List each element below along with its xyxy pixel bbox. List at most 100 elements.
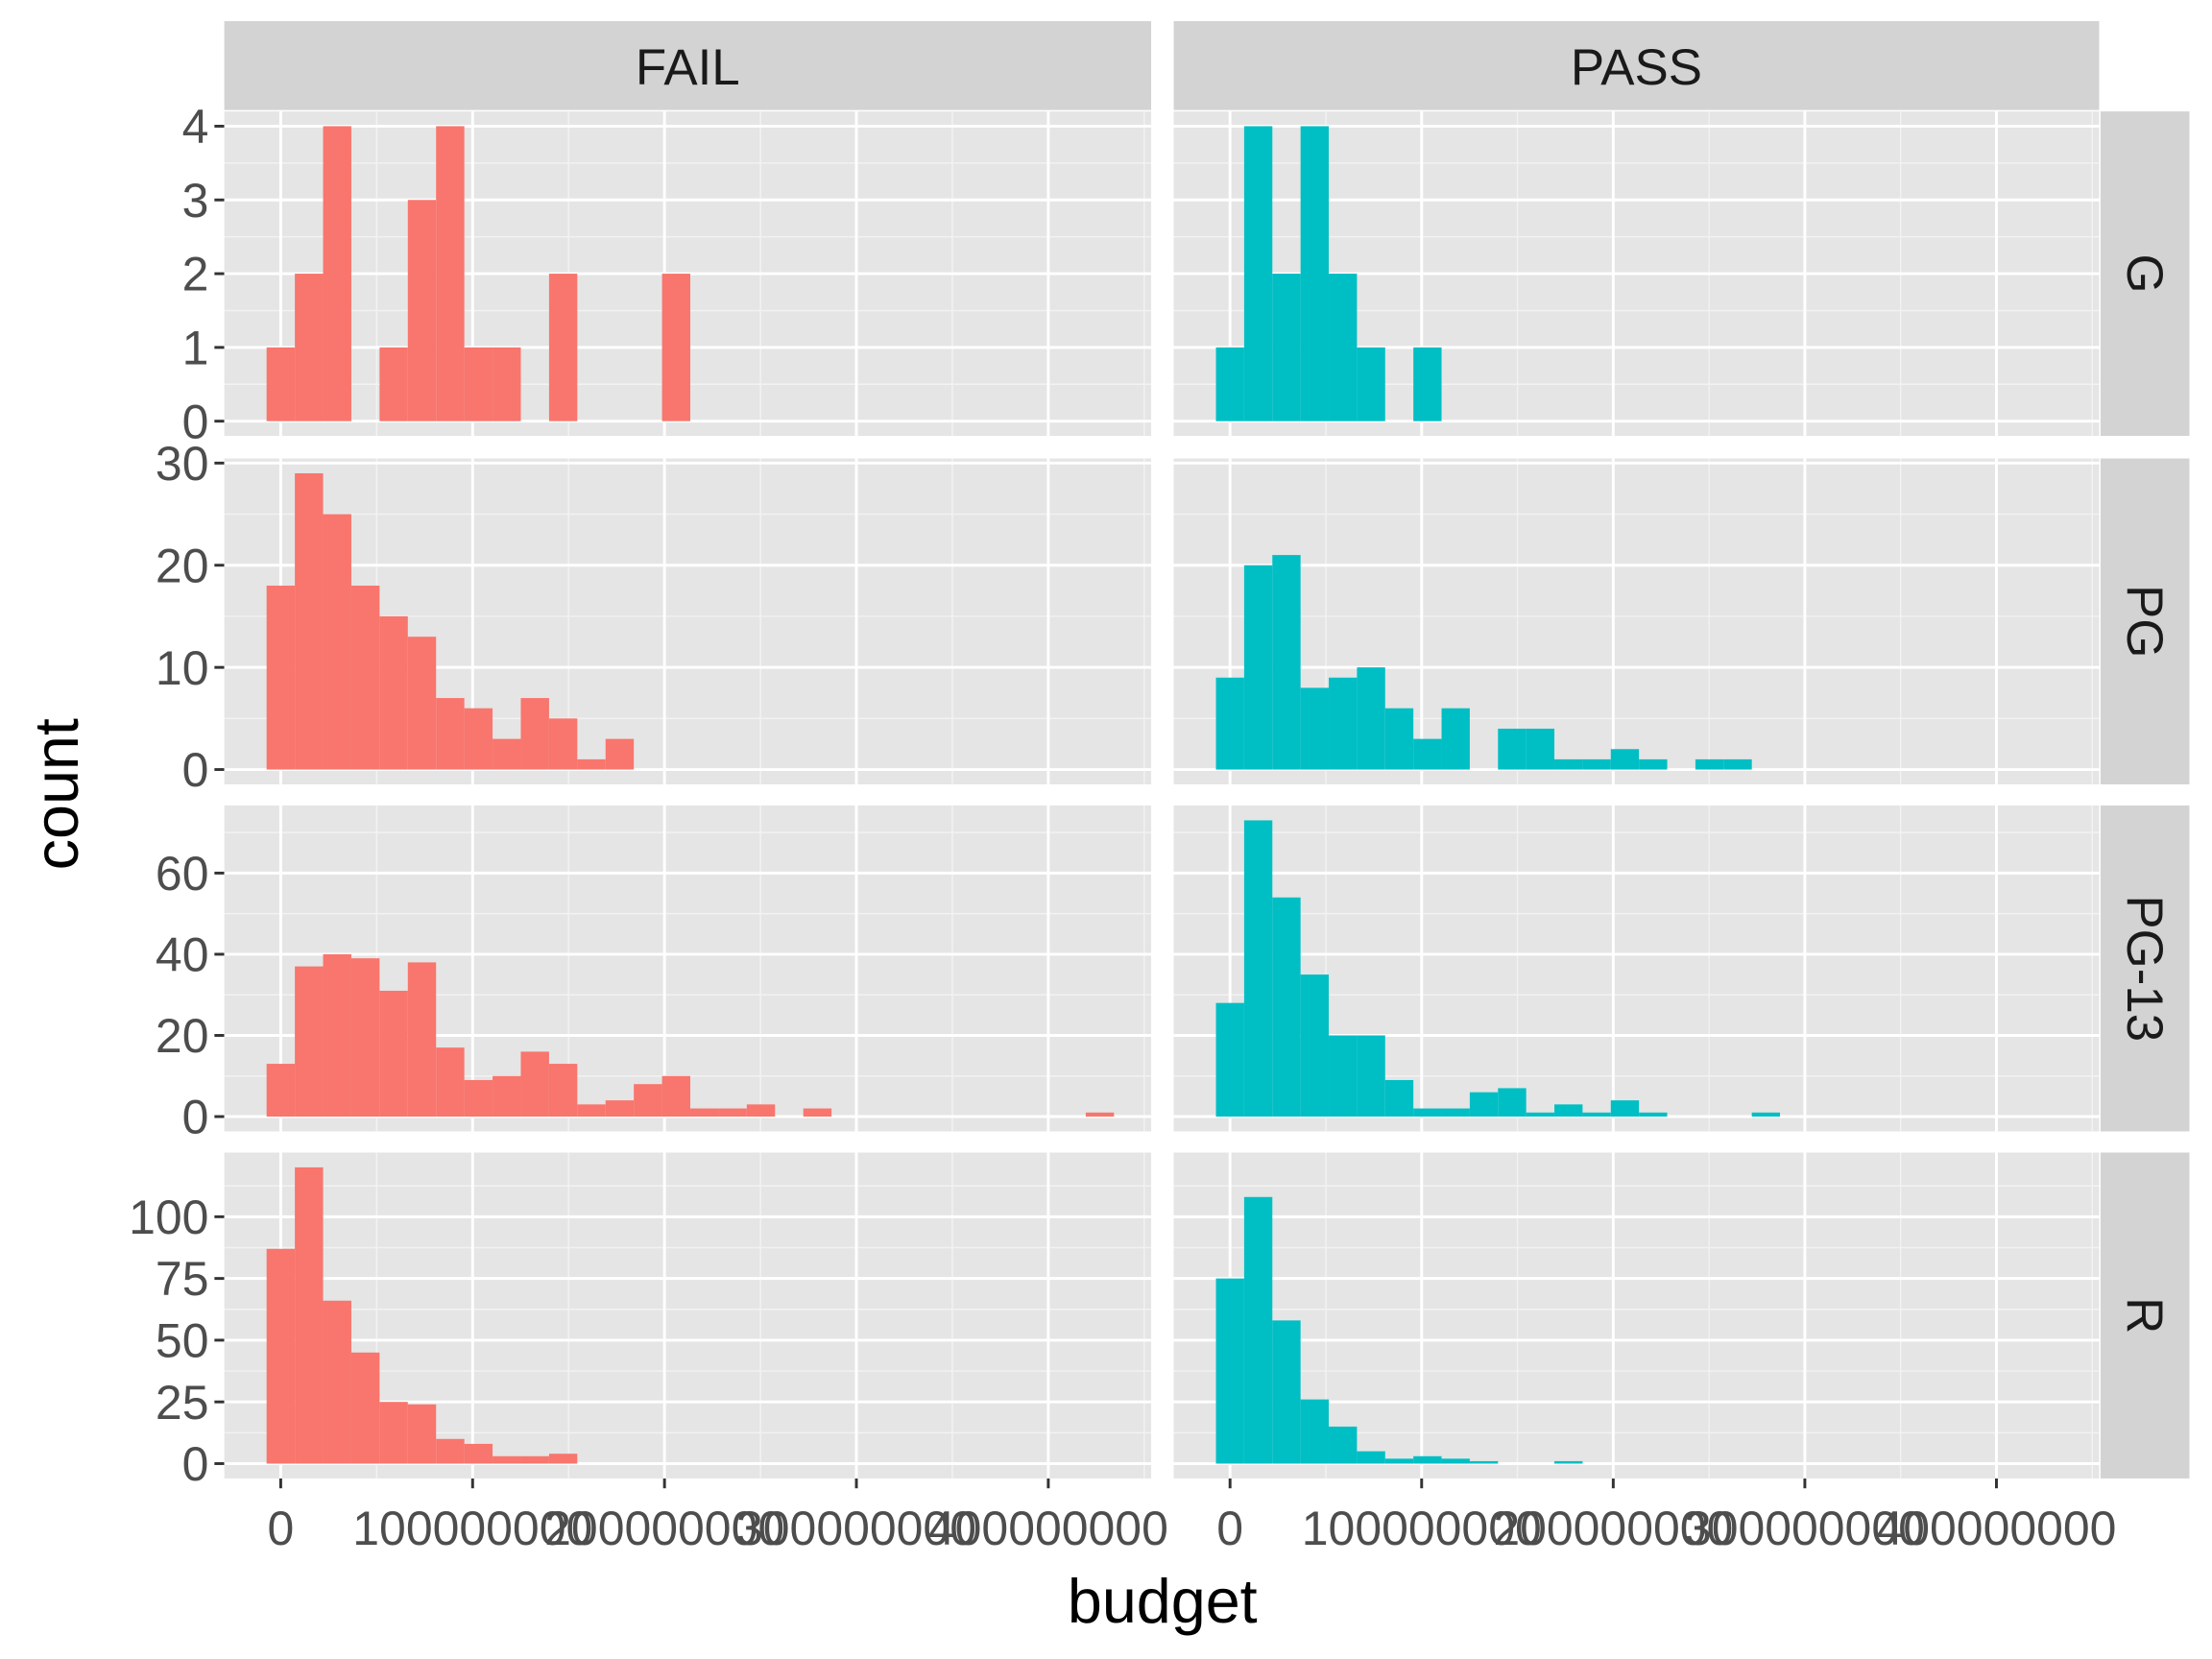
panel-pass-g	[1173, 111, 2100, 437]
x-tick-label: 0	[268, 1502, 295, 1555]
panel-pass-r	[1173, 1152, 2100, 1479]
column-strip-label: FAIL	[636, 39, 740, 96]
x-tick-label: 200000000	[544, 1502, 784, 1555]
histogram-bar	[1554, 1104, 1583, 1118]
y-tick-label: 60	[156, 847, 209, 901]
histogram-bar	[1610, 1100, 1640, 1118]
y-tick-label: 100	[129, 1190, 208, 1244]
histogram-bar	[379, 990, 408, 1118]
histogram-bar	[323, 514, 351, 770]
panel-pass-pg-13	[1173, 805, 2100, 1132]
panel-fail-g	[224, 111, 1152, 437]
histogram-bar	[1413, 738, 1442, 770]
histogram-bar	[266, 1064, 296, 1118]
histogram-bar	[1582, 1112, 1611, 1118]
row-strip-g	[2100, 111, 2190, 437]
histogram-bar	[464, 347, 493, 421]
column-strip-label: PASS	[1571, 39, 1702, 96]
y-tick-label: 1	[182, 322, 209, 375]
histogram-bar	[1215, 347, 1244, 421]
histogram-bar	[1215, 677, 1244, 770]
histogram-bar	[436, 126, 465, 421]
histogram-bar	[1384, 1458, 1414, 1464]
histogram-bar	[436, 698, 465, 770]
histogram-bar	[1639, 758, 1668, 770]
histogram-bar	[520, 1051, 549, 1118]
histogram-bar	[577, 1104, 606, 1118]
y-tick-label: 40	[156, 928, 209, 982]
histogram-bar	[1329, 1035, 1358, 1118]
histogram-bar	[1751, 1112, 1781, 1118]
histogram-bar	[350, 958, 380, 1118]
x-tick-label: 100000000	[1302, 1502, 1542, 1555]
panel-pass-pg	[1173, 458, 2100, 784]
histogram-bar	[1357, 1451, 1385, 1464]
histogram-bar	[1243, 126, 1273, 421]
histogram-bar	[1357, 1035, 1385, 1118]
histogram-bar	[1441, 708, 1470, 770]
panel-fail-r	[224, 1152, 1152, 1479]
y-tick-label: 0	[182, 743, 209, 797]
histogram-bar	[1582, 758, 1611, 770]
y-tick-label: 4	[182, 100, 209, 154]
y-tick-label: 75	[156, 1252, 209, 1306]
histogram-bar	[1723, 758, 1752, 770]
histogram-bar	[718, 1108, 747, 1118]
histogram-bar	[464, 1443, 493, 1464]
histogram-bar	[1300, 974, 1330, 1118]
histogram-bar	[295, 966, 324, 1118]
histogram-bar	[1300, 1399, 1330, 1464]
histogram-bar	[1441, 1458, 1470, 1464]
y-tick-label: 0	[182, 1437, 209, 1491]
histogram-bar	[379, 1402, 408, 1464]
y-axis-title: count	[21, 718, 91, 870]
panel-fail-pg-13	[224, 805, 1152, 1132]
histogram-bar	[1413, 347, 1442, 421]
x-tick-label: 300000000	[736, 1502, 976, 1555]
x-tick-label: 0	[1216, 1502, 1243, 1555]
histogram-bar	[1357, 667, 1385, 770]
histogram-bar	[1300, 126, 1330, 421]
y-tick-label: 50	[156, 1314, 209, 1368]
histogram-bar	[407, 200, 437, 421]
y-tick-label: 2	[182, 248, 209, 301]
histogram-bar	[1610, 749, 1640, 770]
histogram-bar	[661, 1075, 691, 1118]
histogram-bar	[436, 1438, 465, 1464]
histogram-bar	[295, 472, 324, 770]
histogram-bar	[605, 738, 635, 770]
column-strip-fail	[224, 21, 1152, 110]
row-strip-label: PG	[2116, 585, 2173, 658]
x-axis-title: budget	[1068, 1566, 1258, 1636]
panel-fail-pg	[224, 458, 1152, 784]
histogram-bar	[1329, 274, 1358, 421]
histogram-bar	[1215, 1002, 1244, 1118]
y-tick-label: 25	[156, 1376, 209, 1430]
histogram-bar	[323, 1300, 351, 1464]
histogram-bar	[1413, 1108, 1442, 1118]
histogram-bar	[1695, 758, 1724, 770]
histogram-bar	[266, 586, 296, 770]
histogram-bar	[350, 1352, 380, 1464]
histogram-bar	[1469, 1460, 1499, 1464]
y-tick-label: 0	[182, 1091, 209, 1144]
histogram-bar	[493, 738, 521, 770]
histogram-bar	[266, 347, 296, 421]
y-tick-label: 3	[182, 174, 209, 228]
histogram-bar	[295, 1166, 324, 1464]
histogram-bar	[379, 615, 408, 770]
y-tick-label: 30	[156, 437, 209, 491]
x-tick-label: 100000000	[352, 1502, 592, 1555]
histogram-bar	[520, 1455, 549, 1464]
histogram-bar	[1554, 1460, 1583, 1464]
histogram-bar	[548, 274, 578, 421]
row-strip-pg	[2100, 458, 2190, 784]
histogram-bar	[323, 953, 351, 1118]
histogram-bar	[407, 1404, 437, 1464]
histogram-bar	[690, 1108, 719, 1118]
x-tick-label: 400000000	[1876, 1502, 2116, 1555]
histogram-bar	[1469, 1092, 1499, 1118]
histogram-bar	[1243, 820, 1273, 1118]
histogram-bar	[1272, 897, 1301, 1118]
histogram-bar	[1384, 1079, 1414, 1118]
